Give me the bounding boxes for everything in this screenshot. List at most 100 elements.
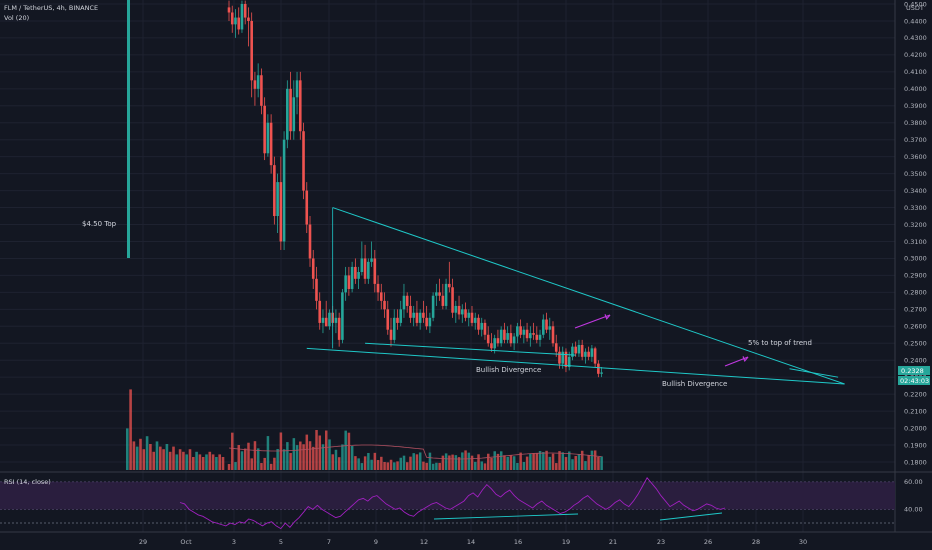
candle-body[interactable] (409, 305, 412, 318)
candle-body[interactable] (574, 346, 577, 354)
candle-body[interactable] (360, 258, 364, 273)
candle-body[interactable] (460, 309, 464, 315)
candle-body[interactable] (396, 317, 399, 323)
candle-body[interactable] (256, 75, 260, 89)
candle-body[interactable] (383, 300, 386, 310)
candle-body[interactable] (525, 329, 529, 339)
candle-body[interactable] (529, 333, 532, 339)
last-price-tag[interactable]: 0.2328 02:43:03 (898, 366, 930, 385)
candle-body[interactable] (438, 292, 441, 296)
candle-body[interactable] (324, 317, 328, 327)
candle-body[interactable] (441, 295, 445, 306)
candle-body[interactable] (545, 319, 548, 330)
candle-body[interactable] (337, 317, 341, 340)
candles[interactable] (227, 0, 603, 378)
candle-body[interactable] (597, 363, 600, 374)
candle-body[interactable] (532, 333, 535, 335)
candle-body[interactable] (577, 344, 581, 354)
candle-body[interactable] (357, 272, 360, 279)
candle-body[interactable] (282, 139, 286, 242)
candle-body[interactable] (289, 88, 292, 132)
candle-body[interactable] (512, 336, 516, 344)
candle-body[interactable] (470, 312, 474, 323)
candle-body[interactable] (321, 317, 325, 323)
candle-body[interactable] (496, 338, 500, 344)
candle-body[interactable] (308, 224, 312, 259)
candle-body[interactable] (350, 266, 354, 289)
candle-body[interactable] (292, 97, 296, 132)
candle-body[interactable] (315, 278, 318, 301)
candle-body[interactable] (386, 309, 390, 330)
candle-body[interactable] (415, 312, 419, 323)
candle-body[interactable] (405, 295, 409, 306)
candle-body[interactable] (483, 322, 487, 335)
candle-body[interactable] (428, 317, 432, 327)
candle-body[interactable] (269, 122, 273, 166)
candle-body[interactable] (467, 312, 471, 318)
candle-body[interactable] (328, 312, 331, 327)
candle-body[interactable] (367, 261, 370, 279)
candle-body[interactable] (318, 300, 322, 323)
candle-body[interactable] (516, 326, 519, 337)
candle-body[interactable] (561, 351, 565, 364)
candle-body[interactable] (373, 258, 377, 284)
candle-body[interactable] (302, 131, 305, 191)
candle-body[interactable] (263, 105, 266, 154)
candle-body[interactable] (593, 348, 597, 364)
candle-body[interactable] (551, 326, 555, 344)
candle-body[interactable] (454, 305, 458, 313)
candle-body[interactable] (480, 322, 484, 330)
candle-body[interactable] (311, 258, 315, 279)
candle-body[interactable] (240, 4, 244, 30)
candle-body[interactable] (571, 346, 574, 357)
candle-body[interactable] (250, 20, 253, 81)
candle-body[interactable] (305, 190, 309, 225)
candle-body[interactable] (538, 334, 542, 340)
candle-body[interactable] (564, 351, 568, 368)
candle-body[interactable] (389, 329, 393, 340)
candle-body[interactable] (519, 326, 522, 335)
candle-body[interactable] (370, 258, 373, 262)
candle-body[interactable] (493, 338, 496, 349)
candle-body[interactable] (227, 7, 231, 13)
candle-body[interactable] (499, 329, 503, 344)
candle-body[interactable] (412, 312, 415, 318)
candle-body[interactable] (486, 334, 490, 344)
candle-body[interactable] (392, 317, 396, 340)
candle-body[interactable] (341, 292, 344, 340)
trendline-upper[interactable] (332, 207, 845, 385)
candle-body[interactable] (506, 333, 509, 340)
candle-body[interactable] (444, 283, 448, 306)
candle-body[interactable] (243, 4, 247, 18)
candle-body[interactable] (354, 266, 357, 279)
candle-body[interactable] (230, 12, 234, 25)
candle-body[interactable] (376, 283, 380, 293)
candle-body[interactable] (237, 17, 241, 30)
candle-body[interactable] (541, 319, 545, 335)
trendline-div1[interactable] (365, 342, 576, 356)
candle-body[interactable] (490, 343, 493, 349)
candle-body[interactable] (558, 351, 561, 364)
candle-body[interactable] (399, 309, 403, 323)
candle-body[interactable] (548, 326, 552, 330)
candle-body[interactable] (509, 333, 513, 344)
candle-body[interactable] (247, 17, 250, 21)
trendline-lower[interactable] (306, 347, 845, 385)
candle-body[interactable] (580, 344, 584, 357)
candle-body[interactable] (587, 351, 590, 357)
candle-body[interactable] (567, 356, 571, 368)
candle-body[interactable] (554, 343, 558, 352)
price-axis[interactable]: 0.4500 0.4400 0.4300 0.4200 0.4100 0.4000 0.39… (904, 0, 927, 466)
candle-body[interactable] (260, 75, 263, 106)
candle-body[interactable] (379, 292, 383, 301)
candle-body[interactable] (600, 372, 603, 374)
candle-body[interactable] (344, 275, 347, 293)
candle-body[interactable] (590, 348, 594, 357)
candle-body[interactable] (451, 287, 454, 313)
candle-body[interactable] (431, 295, 435, 318)
candle-body[interactable] (363, 258, 367, 279)
candle-body[interactable] (402, 295, 406, 310)
candle-body[interactable] (276, 182, 279, 217)
candle-body[interactable] (279, 182, 283, 242)
